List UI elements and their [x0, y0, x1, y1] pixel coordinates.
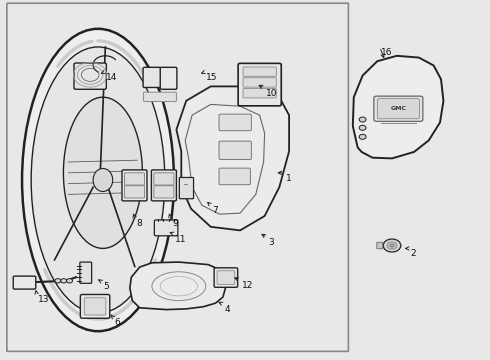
- Ellipse shape: [22, 29, 174, 331]
- Text: 3: 3: [269, 238, 274, 247]
- FancyBboxPatch shape: [80, 294, 110, 318]
- FancyBboxPatch shape: [219, 168, 250, 185]
- Text: 15: 15: [206, 73, 218, 82]
- Circle shape: [359, 134, 366, 139]
- FancyBboxPatch shape: [179, 177, 194, 199]
- FancyBboxPatch shape: [217, 271, 235, 284]
- FancyBboxPatch shape: [238, 63, 281, 106]
- FancyBboxPatch shape: [243, 78, 276, 87]
- Text: 14: 14: [106, 73, 117, 82]
- Circle shape: [61, 279, 67, 283]
- Text: 6: 6: [114, 318, 120, 327]
- FancyBboxPatch shape: [151, 170, 176, 201]
- Circle shape: [359, 125, 366, 130]
- FancyBboxPatch shape: [124, 186, 145, 198]
- FancyBboxPatch shape: [143, 67, 161, 87]
- Circle shape: [55, 279, 61, 283]
- FancyBboxPatch shape: [160, 67, 177, 89]
- Ellipse shape: [63, 97, 143, 248]
- FancyBboxPatch shape: [377, 242, 383, 249]
- FancyBboxPatch shape: [124, 173, 145, 185]
- Ellipse shape: [31, 47, 165, 313]
- PathPatch shape: [176, 86, 289, 230]
- Text: 2: 2: [410, 249, 416, 258]
- Text: 8: 8: [136, 219, 142, 228]
- FancyBboxPatch shape: [377, 99, 419, 119]
- FancyBboxPatch shape: [243, 89, 276, 98]
- Text: 4: 4: [224, 305, 230, 314]
- Text: 16: 16: [381, 48, 392, 57]
- FancyBboxPatch shape: [144, 92, 176, 102]
- FancyBboxPatch shape: [74, 63, 106, 89]
- Text: 1: 1: [286, 174, 292, 183]
- Circle shape: [359, 117, 366, 122]
- FancyBboxPatch shape: [243, 67, 276, 76]
- FancyBboxPatch shape: [122, 170, 147, 201]
- Circle shape: [390, 244, 394, 247]
- FancyBboxPatch shape: [214, 268, 238, 287]
- FancyBboxPatch shape: [219, 114, 251, 131]
- Ellipse shape: [93, 168, 113, 192]
- FancyBboxPatch shape: [154, 220, 178, 236]
- Text: 5: 5: [103, 282, 109, 291]
- PathPatch shape: [353, 56, 443, 158]
- FancyBboxPatch shape: [84, 298, 106, 315]
- Text: 7: 7: [212, 206, 218, 215]
- FancyBboxPatch shape: [7, 3, 348, 351]
- Circle shape: [387, 242, 397, 249]
- FancyBboxPatch shape: [13, 276, 36, 289]
- FancyBboxPatch shape: [374, 96, 423, 121]
- PathPatch shape: [130, 262, 225, 310]
- Text: 12: 12: [242, 281, 253, 290]
- Text: 13: 13: [38, 295, 49, 304]
- Circle shape: [67, 279, 73, 283]
- Circle shape: [383, 239, 401, 252]
- FancyBboxPatch shape: [154, 173, 174, 185]
- Text: 11: 11: [175, 235, 187, 244]
- FancyBboxPatch shape: [154, 186, 174, 198]
- Text: 9: 9: [172, 219, 178, 228]
- Text: 10: 10: [266, 89, 277, 98]
- FancyBboxPatch shape: [219, 141, 251, 159]
- Text: GMC: GMC: [391, 106, 406, 111]
- FancyBboxPatch shape: [80, 262, 92, 283]
